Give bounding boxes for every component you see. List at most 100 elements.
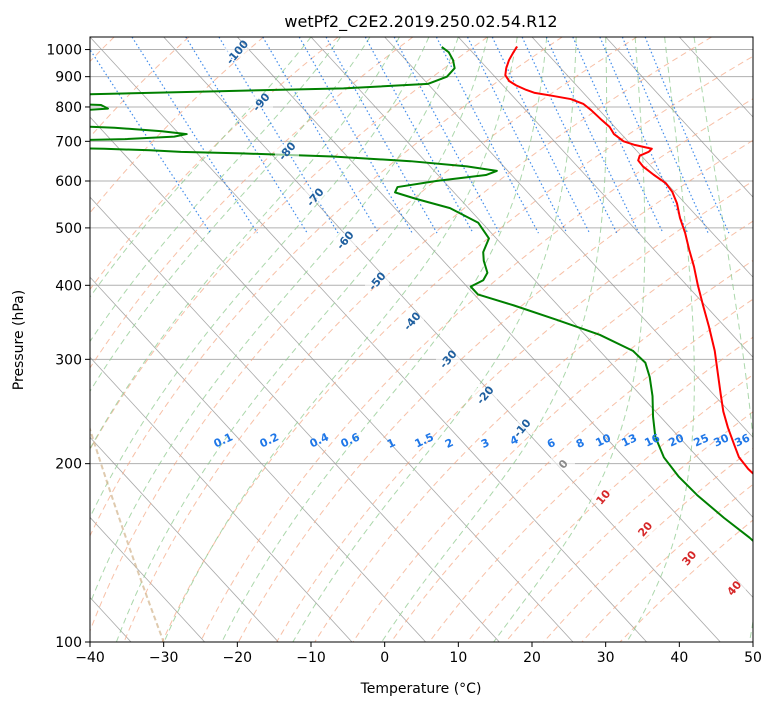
dry-adiabat-line (90, 37, 488, 451)
dry-adiabat-label-bg (249, 95, 273, 108)
y-axis-ticks: 100 200 300 400 500 600 700 800 900 1000 (46, 43, 90, 651)
x-tick-label: −40 (75, 650, 105, 666)
dry-adiabat-label-bg (333, 233, 357, 246)
temperature-trace (504, 45, 753, 475)
dry-adiabat-label-bg (591, 490, 615, 503)
dry-adiabat-label-bg (510, 421, 534, 434)
isotherm-grid (90, 37, 753, 642)
y-tick-label: 800 (55, 100, 82, 116)
dry-adiabat-label-bg (303, 190, 327, 203)
dry-adiabat-line (619, 519, 753, 642)
dry-adiabat-label-bg (436, 352, 460, 365)
y-tick-label: 500 (55, 221, 82, 237)
y-tick-label: 200 (55, 457, 82, 473)
mixing-ratio-line (466, 37, 568, 234)
dry-adiabat-line (90, 37, 414, 369)
mixing-ratio-label: 16 (643, 431, 663, 449)
mixing-ratio-line (644, 37, 730, 234)
mixing-ratio-label: 13 (620, 431, 639, 449)
y-axis-label: Pressure (hPa) (11, 290, 27, 390)
mixing-ratio-lines (90, 37, 730, 234)
isotherm-line (90, 276, 426, 642)
dry-adiabat-label-bg (633, 522, 657, 535)
mixing-ratio-line (545, 37, 640, 234)
mixing-ratio-line (90, 48, 212, 234)
isotherm-line (605, 37, 753, 198)
dry-adiabat-line (390, 298, 753, 642)
mixing-ratio-line (298, 37, 413, 234)
x-tick-label: −30 (149, 650, 179, 666)
moist-adiabat-line (221, 37, 548, 642)
y-tick-label: 900 (55, 70, 82, 86)
y-tick-label: 700 (55, 134, 82, 150)
mixing-ratio-line (393, 37, 501, 234)
isotherm-line (458, 37, 753, 358)
mixing-ratio-label: 20 (667, 431, 687, 449)
lcl-curve-line (90, 426, 165, 642)
moist-adiabat-line (115, 37, 489, 642)
x-axis-ticks: −40 −30 −20 −10 0 10 20 30 40 50 (75, 642, 762, 666)
plot-frame (89, 36, 754, 643)
dry-adiabat-label-bg (275, 144, 299, 157)
dry-adiabat-line (352, 259, 753, 642)
isotherm-line (90, 116, 574, 642)
x-tick-label: 10 (449, 650, 467, 666)
dry-adiabat-line (161, 55, 753, 642)
moist-adiabat-line (90, 37, 371, 393)
x-tick-label: 0 (380, 650, 389, 666)
mixing-ratio-label: 10 (594, 431, 614, 449)
y-tick-label: 1000 (46, 43, 82, 59)
mixing-ratio-line (521, 37, 618, 234)
mixing-ratio-line (325, 37, 438, 234)
dry-adiabat-line (123, 37, 712, 642)
dry-adiabat-label-bg (551, 457, 575, 470)
isotherm-line (90, 516, 205, 642)
profile-traces (90, 45, 753, 543)
mixing-ratio-line (491, 37, 591, 234)
dewpoint-trace (90, 46, 753, 543)
dry-adiabat-line (314, 220, 753, 642)
dry-adiabat-line (90, 37, 638, 633)
dry-adiabat-label-bg (677, 551, 701, 564)
dry-adiabat-line (276, 180, 753, 642)
dry-adiabat-line (199, 98, 753, 642)
x-tick-label: −20 (223, 650, 253, 666)
mixing-ratio-label: 30 (712, 431, 732, 449)
moist-adiabat-line (90, 37, 341, 343)
chart-title: wetPf2_C2E2.2019.250.02.54.R12 (284, 12, 557, 32)
isotherm-line (90, 196, 500, 642)
y-tick-label: 600 (55, 174, 82, 190)
x-tick-label: −10 (296, 650, 326, 666)
y-tick-label: 300 (55, 352, 82, 368)
mixing-ratio-line (185, 37, 308, 234)
isotherm-line (90, 356, 353, 642)
moist-adiabat-line (493, 37, 646, 642)
dry-adiabat-line (505, 411, 753, 642)
y-tick-label: 100 (55, 635, 82, 651)
dry-adiabat-line (467, 374, 753, 642)
dry-adiabat-label-bg (225, 45, 249, 58)
isotherm-line (163, 37, 721, 642)
dry-adiabat-label-bg (473, 388, 497, 401)
mixing-ratio-label: 25 (692, 431, 711, 449)
moist-adiabat-line (626, 37, 695, 642)
moist-adiabat-line (381, 37, 608, 642)
mixing-ratio-label: 36 (733, 431, 753, 449)
x-axis-label: Temperature (°C) (360, 681, 482, 697)
moist-adiabat-line (90, 37, 312, 298)
isotherm-line (384, 37, 753, 438)
isotherm-line (90, 37, 647, 642)
isobar-grid (90, 49, 753, 642)
x-tick-label: 20 (523, 650, 541, 666)
x-tick-label: 40 (670, 650, 688, 666)
dry-adiabat-line (90, 37, 563, 537)
moist-adiabat-line (693, 37, 753, 642)
isotherm-line (237, 37, 753, 599)
dry-adiabat-label-bg (365, 274, 389, 287)
mixing-ratio-line (131, 37, 258, 234)
dry-adiabat-label-bg (722, 581, 746, 594)
moist-adiabat-line (292, 37, 577, 642)
moist-adiabat-line (90, 37, 430, 519)
